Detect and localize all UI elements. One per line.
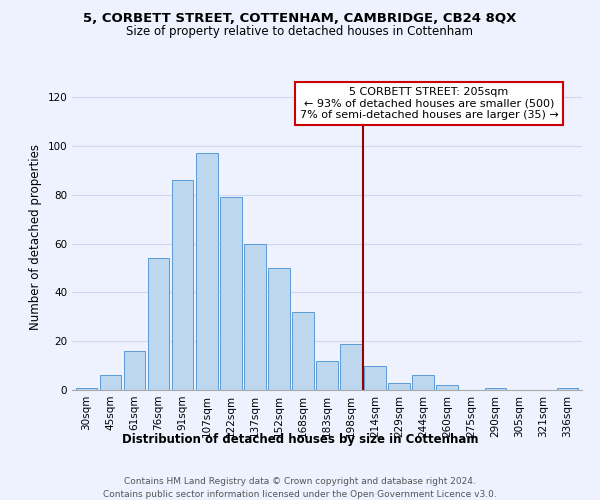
Text: 5 CORBETT STREET: 205sqm
← 93% of detached houses are smaller (500)
7% of semi-d: 5 CORBETT STREET: 205sqm ← 93% of detach… xyxy=(299,86,559,120)
Bar xyxy=(172,180,193,390)
Text: Contains public sector information licensed under the Open Government Licence v3: Contains public sector information licen… xyxy=(103,490,497,499)
Bar xyxy=(76,388,97,390)
Bar xyxy=(340,344,362,390)
Text: Distribution of detached houses by size in Cottenham: Distribution of detached houses by size … xyxy=(122,432,478,446)
Bar xyxy=(316,360,338,390)
Bar xyxy=(485,388,506,390)
Bar xyxy=(388,382,410,390)
Bar xyxy=(364,366,386,390)
Bar xyxy=(292,312,314,390)
Bar xyxy=(148,258,169,390)
Bar xyxy=(196,154,218,390)
Text: Size of property relative to detached houses in Cottenham: Size of property relative to detached ho… xyxy=(127,25,473,38)
Bar xyxy=(557,388,578,390)
Bar xyxy=(244,244,266,390)
Bar xyxy=(268,268,290,390)
Bar xyxy=(220,197,242,390)
Bar xyxy=(100,376,121,390)
Bar xyxy=(436,385,458,390)
Text: 5, CORBETT STREET, COTTENHAM, CAMBRIDGE, CB24 8QX: 5, CORBETT STREET, COTTENHAM, CAMBRIDGE,… xyxy=(83,12,517,26)
Y-axis label: Number of detached properties: Number of detached properties xyxy=(29,144,42,330)
Bar xyxy=(412,376,434,390)
Text: Contains HM Land Registry data © Crown copyright and database right 2024.: Contains HM Land Registry data © Crown c… xyxy=(124,478,476,486)
Bar xyxy=(124,351,145,390)
